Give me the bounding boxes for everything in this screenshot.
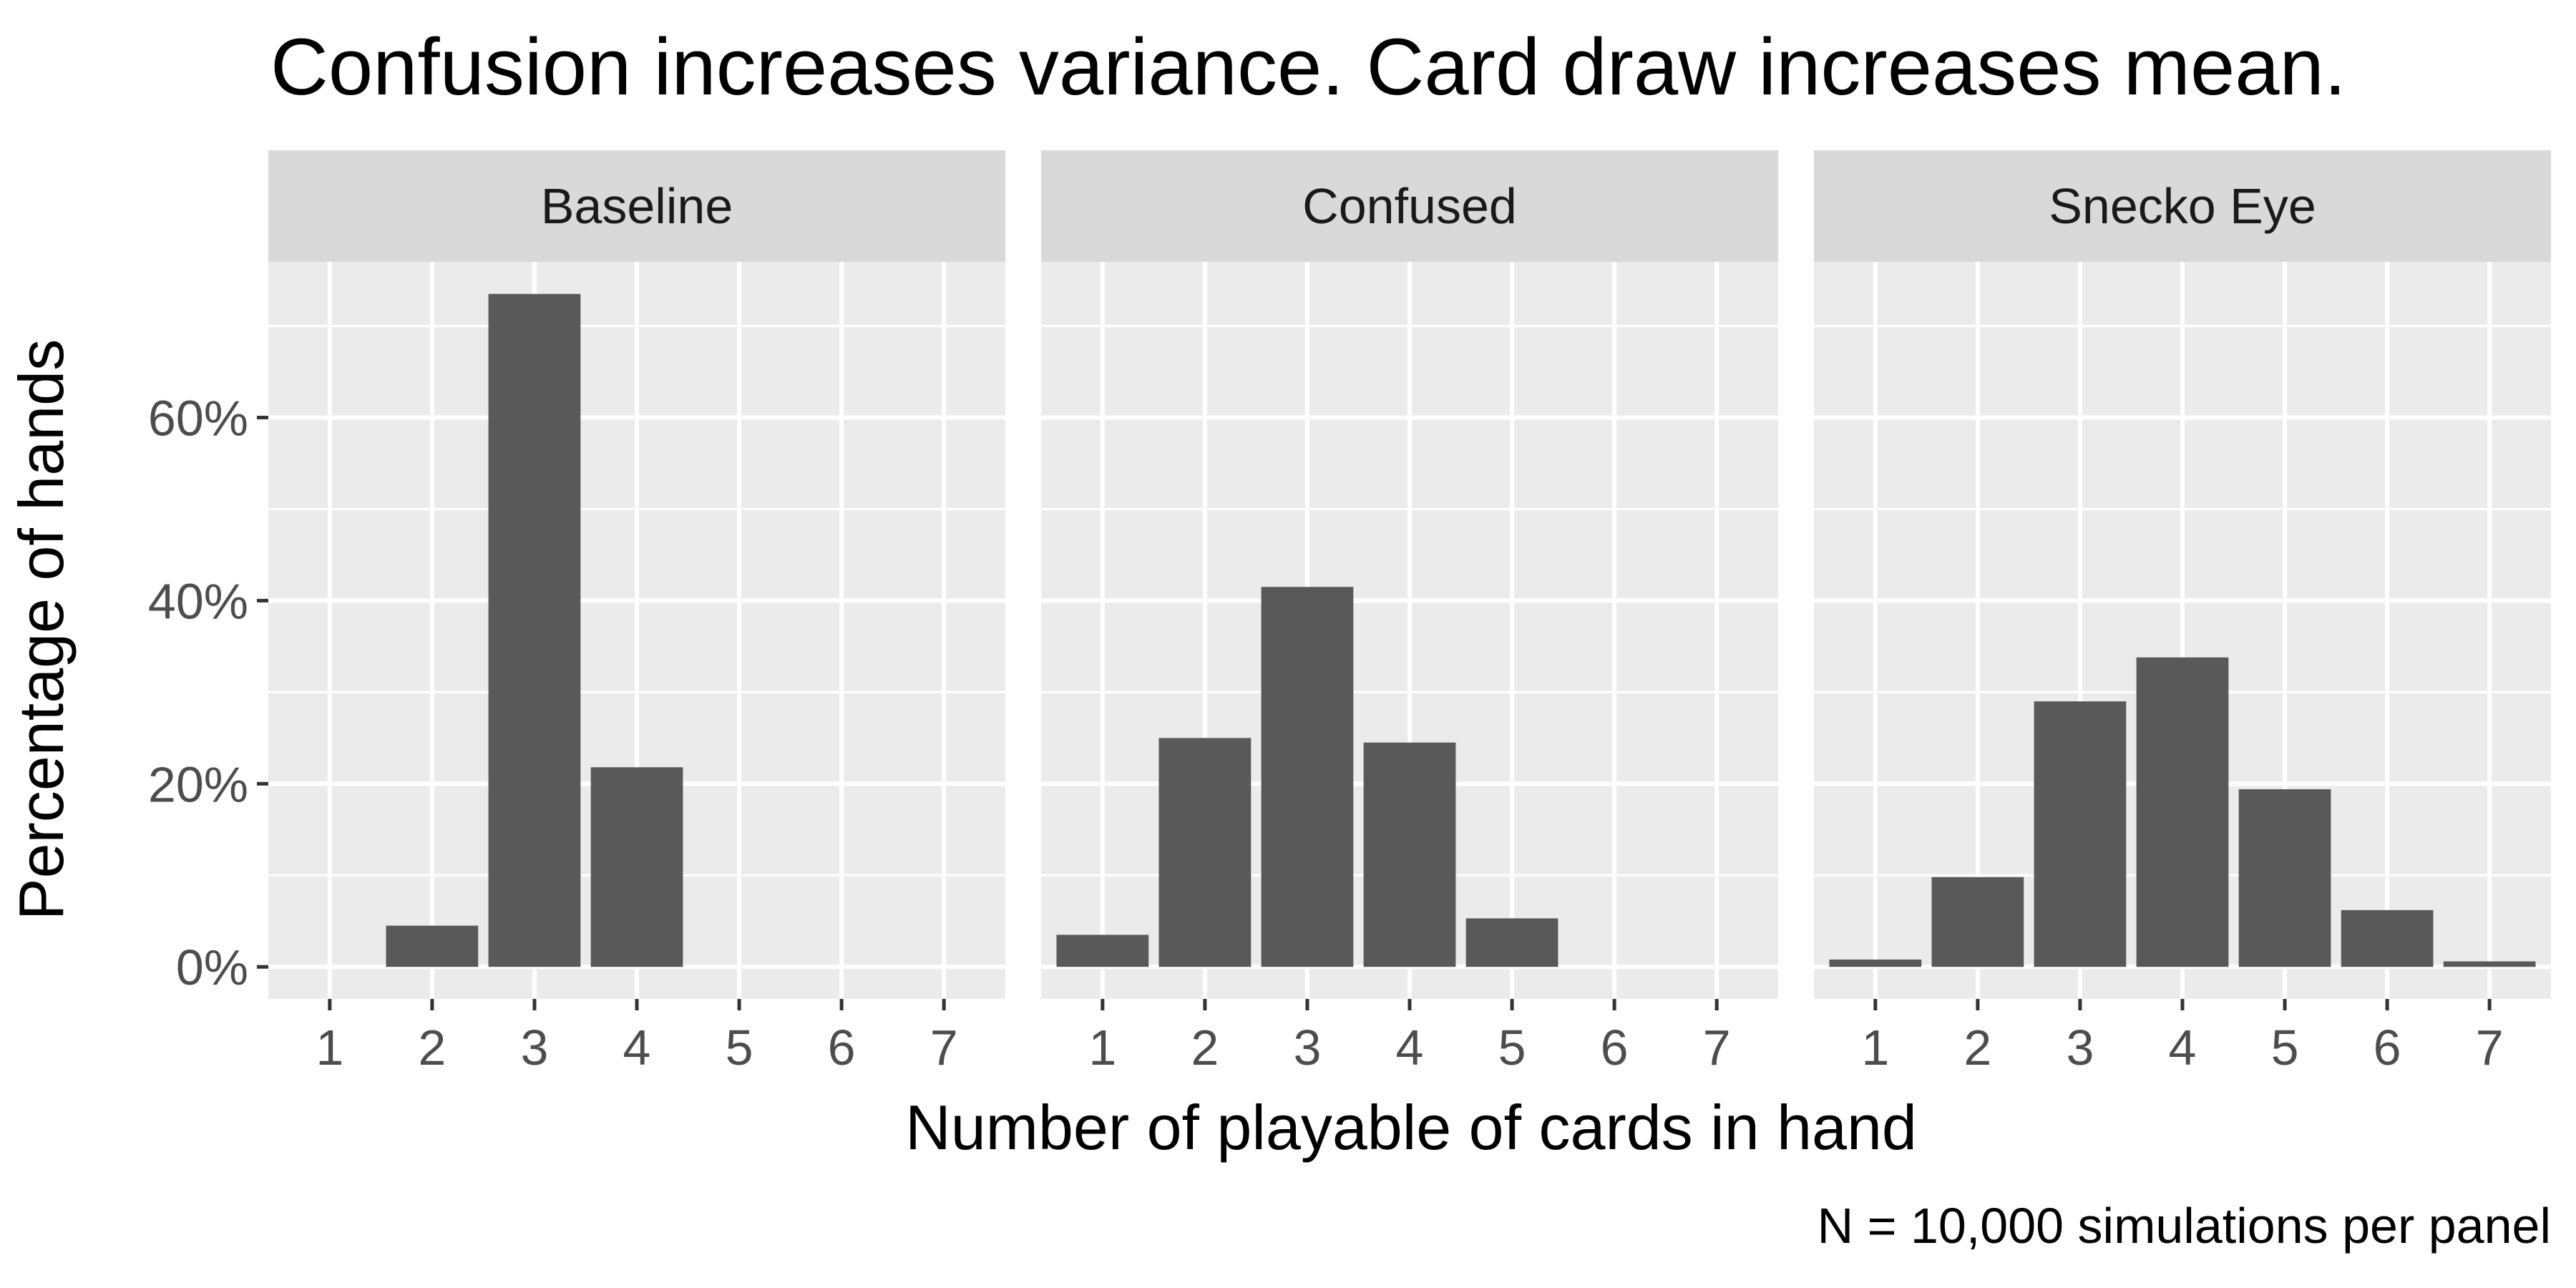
- x-tick-label: 3: [520, 1020, 548, 1075]
- x-tick-label: 5: [726, 1020, 753, 1075]
- x-tick-label: 6: [2373, 1020, 2401, 1075]
- y-tick-label: 40%: [148, 573, 248, 629]
- x-tick-label: 2: [418, 1020, 446, 1075]
- x-tick-label: 6: [1601, 1020, 1629, 1075]
- x-tick-label: 3: [1293, 1020, 1321, 1075]
- bar-3: [2034, 701, 2127, 967]
- bar-2: [386, 925, 479, 967]
- panel-strip-label: Snecko Eye: [2049, 178, 2316, 234]
- x-tick-label: 7: [2476, 1020, 2504, 1075]
- panel-strip: [1041, 150, 1778, 262]
- x-tick-label: 4: [2169, 1020, 2197, 1075]
- bar-3: [1261, 587, 1354, 967]
- panel-snecko-eye: Snecko Eye 1 2 3 4 5 6 7: [1814, 150, 2551, 1075]
- panel-confused: Confused 1 2 3 4 5 6 7: [1041, 150, 1778, 1075]
- y-tick-label: 20%: [148, 756, 248, 812]
- x-tick-label: 1: [1088, 1020, 1116, 1075]
- x-tick-label: 3: [2066, 1020, 2094, 1075]
- bar-2: [1158, 738, 1252, 967]
- chart-title: Confusion increases variance. Card draw …: [270, 22, 2346, 112]
- bar-4: [590, 767, 683, 967]
- y-axis: 0% 20% 40% 60%: [148, 391, 268, 995]
- panel-baseline: Baseline 1 2 3 4 5 6 7: [268, 150, 1005, 1075]
- y-tick-label: 60%: [148, 391, 248, 447]
- bar-1: [1056, 935, 1149, 967]
- y-axis-title: Percentage of hands: [6, 339, 77, 920]
- bar-7: [2443, 961, 2536, 967]
- x-tick-label: 7: [1703, 1020, 1731, 1075]
- panel-strip: [1814, 150, 2551, 262]
- y-tick-label: 0%: [176, 940, 248, 995]
- x-tick-label: 5: [2271, 1020, 2299, 1075]
- panel-strip-label: Baseline: [541, 178, 733, 234]
- panel-strip-label: Confused: [1302, 178, 1517, 234]
- x-tick-label: 4: [623, 1020, 651, 1075]
- x-tick-label: 5: [1498, 1020, 1526, 1075]
- x-tick-label: 1: [1861, 1020, 1889, 1075]
- x-tick-label: 2: [1191, 1020, 1219, 1075]
- bar-3: [488, 293, 581, 967]
- x-tick-label: 6: [828, 1020, 856, 1075]
- bar-6: [2341, 909, 2434, 967]
- bar-1: [1829, 959, 1922, 967]
- x-axis-title: Number of playable of cards in hand: [905, 1092, 1917, 1163]
- bar-4: [1363, 742, 1456, 967]
- panel-strip: [268, 150, 1005, 262]
- chart-caption: N = 10,000 simulations per panel: [1818, 1198, 2551, 1254]
- bar-5: [2238, 789, 2331, 967]
- x-tick-label: 4: [1396, 1020, 1424, 1075]
- x-tick-label: 7: [930, 1020, 958, 1075]
- bar-4: [2136, 657, 2229, 967]
- bar-5: [1465, 918, 1558, 967]
- x-tick-label: 1: [316, 1020, 343, 1075]
- x-tick-label: 2: [1963, 1020, 1991, 1075]
- bar-2: [1931, 877, 2024, 967]
